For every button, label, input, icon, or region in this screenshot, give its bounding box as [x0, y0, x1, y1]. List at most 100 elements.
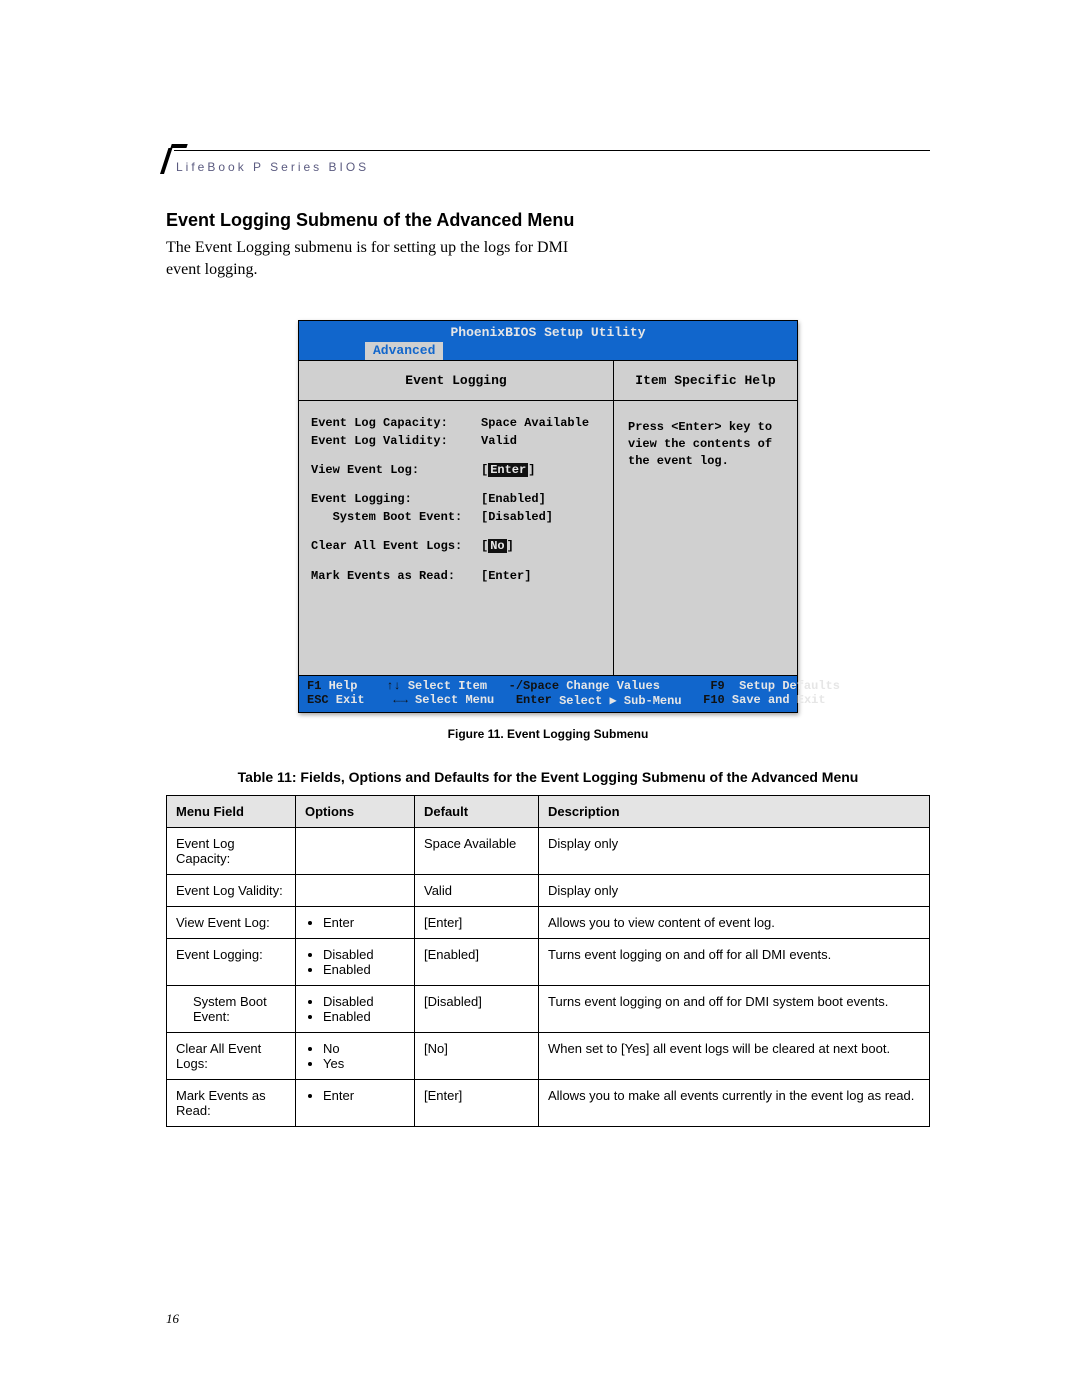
- options-table: Menu Field Options Default Description E…: [166, 795, 930, 1127]
- bios-field-label: Mark Events as Read:: [311, 568, 481, 585]
- bios-field-value: [No]: [481, 538, 514, 555]
- footer-key: F10: [703, 693, 725, 708]
- option-item: Yes: [323, 1056, 405, 1071]
- cell-field: View Event Log:: [167, 906, 296, 938]
- footer-label: Select Item: [401, 679, 509, 693]
- bios-help-title: Item Specific Help: [614, 361, 797, 401]
- cell-field: Mark Events as Read:: [167, 1079, 296, 1126]
- bios-window: PhoenixBIOS Setup Utility Advanced Event…: [298, 320, 798, 713]
- bios-field-value: [Enter]: [481, 568, 531, 585]
- bios-field-row[interactable]: Clear All Event Logs:[No]: [311, 538, 601, 555]
- section-heading: Event Logging Submenu of the Advanced Me…: [166, 210, 930, 231]
- cell-default: [Disabled]: [415, 985, 539, 1032]
- options-list: Enter: [305, 1088, 405, 1103]
- running-head: LifeBook P Series BIOS: [176, 160, 369, 174]
- cell-options: Enter: [296, 1079, 415, 1126]
- arrow-icon: ↑↓: [386, 679, 400, 693]
- cell-field: Clear All Event Logs:: [167, 1032, 296, 1079]
- bios-field-label: Event Log Validity:: [311, 433, 481, 450]
- page: LifeBook P Series BIOS Event Logging Sub…: [0, 0, 1080, 1397]
- table-row: System Boot Event: DisabledEnabled [Disabl…: [167, 985, 930, 1032]
- options-list: NoYes: [305, 1041, 405, 1071]
- bios-left-pane: Event Logging Event Log Capacity:Space A…: [299, 361, 614, 675]
- footer-key: F9: [710, 679, 724, 693]
- options-list: Enter: [305, 915, 405, 930]
- page-number: 16: [166, 1311, 179, 1327]
- cell-field: Event Log Capacity:: [167, 827, 296, 874]
- cell-options: [296, 874, 415, 906]
- options-list: DisabledEnabled: [305, 947, 405, 977]
- cell-field: Event Log Validity:: [167, 874, 296, 906]
- option-item: No: [323, 1041, 405, 1056]
- selected-value: No: [488, 539, 506, 553]
- bios-field-row[interactable]: System Boot Event:[Disabled]: [311, 509, 601, 526]
- bios-section-title: Event Logging: [299, 361, 613, 401]
- footer-key: F1: [307, 679, 321, 693]
- tab-spacer: [443, 342, 797, 360]
- bios-title: PhoenixBIOS Setup Utility: [299, 321, 797, 342]
- cell-options: DisabledEnabled: [296, 985, 415, 1032]
- cell-field: System Boot Event:: [167, 985, 296, 1032]
- table-caption: Table 11: Fields, Options and Defaults f…: [166, 769, 930, 785]
- bios-field-value: Space Available: [481, 415, 589, 432]
- footer-label: Setup Defaults: [725, 679, 840, 693]
- bios-field-value: Valid: [481, 433, 517, 450]
- bios-field-row[interactable]: Mark Events as Read:[Enter]: [311, 568, 601, 585]
- cell-description: Turns event logging on and off for all D…: [539, 938, 930, 985]
- col-header: Default: [415, 795, 539, 827]
- option-item: Enabled: [323, 962, 405, 977]
- bios-tab-bar: Advanced: [299, 342, 797, 360]
- bios-field-label: System Boot Event:: [311, 509, 481, 526]
- bios-field-label: Clear All Event Logs:: [311, 538, 481, 555]
- bios-help-text: Press <Enter> key to view the contents o…: [614, 401, 797, 479]
- cell-description: When set to [Yes] all event logs will be…: [539, 1032, 930, 1079]
- bios-field-row[interactable]: Event Logging:[Enabled]: [311, 491, 601, 508]
- arrow-icon: ←→: [393, 693, 407, 708]
- footer-label: Save and Exit: [725, 693, 826, 708]
- footer-key: Enter: [516, 693, 552, 708]
- bios-field-row[interactable]: View Event Log:[Enter]: [311, 462, 601, 479]
- option-item: Disabled: [323, 947, 405, 962]
- bios-body: Event Logging Event Log Capacity:Space A…: [299, 360, 797, 675]
- col-header: Options: [296, 795, 415, 827]
- footer-key: -/Space: [509, 679, 559, 693]
- option-item: Enter: [323, 1088, 405, 1103]
- col-header: Menu Field: [167, 795, 296, 827]
- table-row: Mark Events as Read:Enter[Enter]Allows y…: [167, 1079, 930, 1126]
- cell-default: Valid: [415, 874, 539, 906]
- options-list: DisabledEnabled: [305, 994, 405, 1024]
- cell-description: Display only: [539, 874, 930, 906]
- cell-description: Turns event logging on and off for DMI s…: [539, 985, 930, 1032]
- header-rule: [174, 150, 930, 151]
- crop-mark-icon: [160, 148, 172, 174]
- selected-value: Enter: [488, 463, 528, 477]
- footer-label: Select Menu: [408, 693, 516, 708]
- footer-label: Exit: [329, 693, 394, 708]
- bios-field-value: [Enabled]: [481, 491, 546, 508]
- option-item: Enabled: [323, 1009, 405, 1024]
- bios-field-label: Event Logging:: [311, 491, 481, 508]
- bios-field-list: Event Log Capacity:Space AvailableEvent …: [299, 401, 613, 675]
- cell-default: [Enter]: [415, 1079, 539, 1126]
- cell-default: [No]: [415, 1032, 539, 1079]
- bios-footer-row: F1 Help ↑↓ Select Item -/Space Change Va…: [307, 679, 789, 693]
- bios-field-row[interactable]: Event Log Validity:Valid: [311, 433, 601, 450]
- col-header: Description: [539, 795, 930, 827]
- cell-options: DisabledEnabled: [296, 938, 415, 985]
- table-row: Event Logging:DisabledEnabled[Enabled]Tu…: [167, 938, 930, 985]
- bios-footer: F1 Help ↑↓ Select Item -/Space Change Va…: [299, 675, 797, 712]
- cell-options: Enter: [296, 906, 415, 938]
- bios-field-value: [Enter]: [481, 462, 535, 479]
- bios-field-label: Event Log Capacity:: [311, 415, 481, 432]
- option-item: Enter: [323, 915, 405, 930]
- bios-field-row[interactable]: Event Log Capacity:Space Available: [311, 415, 601, 432]
- bios-footer-row: ESC Exit ←→ Select Menu Enter Select ▶ S…: [307, 693, 789, 708]
- tab-advanced[interactable]: Advanced: [365, 342, 443, 360]
- cell-description: Display only: [539, 827, 930, 874]
- cell-options: NoYes: [296, 1032, 415, 1079]
- intro-text: The Event Logging submenu is for setting…: [166, 237, 586, 280]
- bios-field-value: [Disabled]: [481, 509, 553, 526]
- figure-caption: Figure 11. Event Logging Submenu: [166, 727, 930, 741]
- table-row: Event Log Validity: ValidDisplay only: [167, 874, 930, 906]
- table-row: Event Log Capacity:Space AvailableDispla…: [167, 827, 930, 874]
